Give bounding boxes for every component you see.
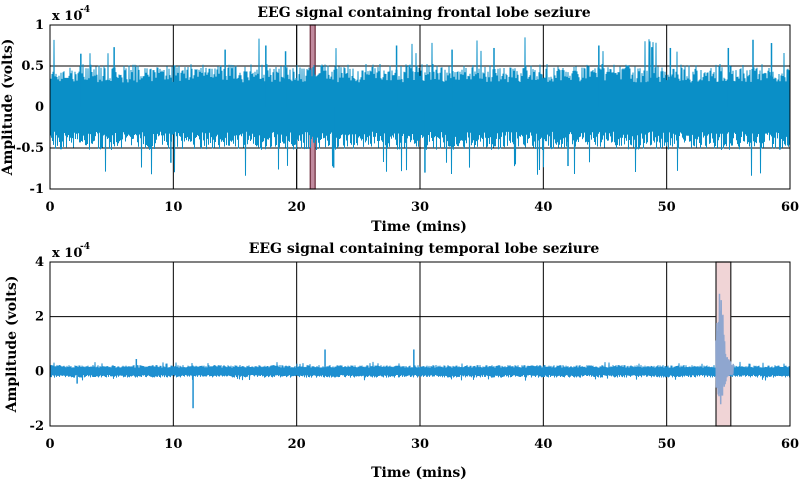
chart-temporal-seizure-burst	[715, 293, 735, 405]
chart-temporal-ylabel: Amplitude (volts)	[4, 276, 20, 414]
chart-frontal-ytick-label: -1	[30, 182, 44, 197]
chart-temporal-xtick-label: 50	[658, 437, 676, 452]
chart-temporal-ytick-label: 0	[35, 364, 44, 379]
chart-frontal-multiplier: x 10 -4	[52, 5, 90, 24]
chart-frontal-ytick-label: 0.5	[21, 59, 44, 74]
chart-frontal: EEG signal containing frontal lobe seziu…	[0, 5, 799, 235]
chart-temporal-xtick-label: 10	[164, 437, 182, 452]
chart-temporal-ytick-label: 2	[35, 310, 44, 325]
chart-frontal-title: EEG signal containing frontal lobe seziu…	[257, 5, 590, 21]
chart-frontal-xtick-label: 30	[411, 200, 429, 215]
chart-frontal-xtick-label: 60	[781, 200, 799, 215]
chart-temporal-xtick-label: 0	[45, 437, 54, 452]
chart-frontal-xtick-label: 40	[534, 200, 552, 215]
chart-frontal-xtick-label: 20	[288, 200, 306, 215]
chart-frontal-ytick-label: 0	[35, 100, 44, 115]
chart-frontal-xtick-label: 10	[164, 200, 182, 215]
chart-temporal-grid	[50, 262, 790, 426]
chart-frontal-multiplier-base: x 10	[52, 9, 82, 24]
chart-frontal-ylabel: Amplitude (volts)	[0, 39, 16, 177]
chart-frontal-xtick-label: 0	[45, 200, 54, 215]
chart-temporal-xtick-label: 60	[781, 437, 799, 452]
chart-temporal-multiplier-exp: -4	[80, 242, 90, 252]
chart-frontal-xtick-label: 50	[658, 200, 676, 215]
chart-temporal-xlabel: Time (mins)	[371, 465, 467, 481]
chart-frontal-xticks: 0 10 20 30 40 50 60	[45, 200, 799, 215]
chart-frontal-ytick-label: -0.5	[16, 141, 44, 156]
chart-temporal-series	[49, 293, 791, 409]
chart-temporal-multiplier: x 10 -4	[52, 242, 90, 261]
chart-temporal-ytick-label: 4	[35, 255, 44, 270]
chart-temporal-xticks: 0 10 20 30 40 50 60	[45, 437, 799, 452]
chart-temporal-title: EEG signal containing temporal lobe sezi…	[249, 241, 600, 257]
chart-temporal: EEG signal containing temporal lobe sezi…	[4, 241, 799, 481]
chart-frontal-plot-frame	[49, 24, 791, 190]
chart-temporal-yticks: -2 0 2 4	[30, 255, 44, 434]
chart-temporal-xtick-label: 20	[288, 437, 306, 452]
chart-frontal-yticks: -1 -0.5 0 0.5 1	[16, 18, 44, 197]
chart-frontal-series	[49, 37, 791, 176]
chart-temporal-xtick-label: 30	[411, 437, 429, 452]
chart-temporal-multiplier-base: x 10	[52, 246, 82, 261]
chart-temporal-xtick-label: 40	[534, 437, 552, 452]
chart-frontal-multiplier-exp: -4	[80, 5, 90, 15]
chart-frontal-xlabel: Time (mins)	[371, 219, 467, 235]
chart-temporal-plot-frame	[49, 261, 791, 427]
chart-temporal-ytick-label: -2	[30, 419, 44, 434]
chart-frontal-signal-line	[49, 37, 791, 176]
chart-frontal-ytick-label: 1	[35, 18, 44, 33]
chart-temporal-signal-line	[49, 361, 791, 381]
